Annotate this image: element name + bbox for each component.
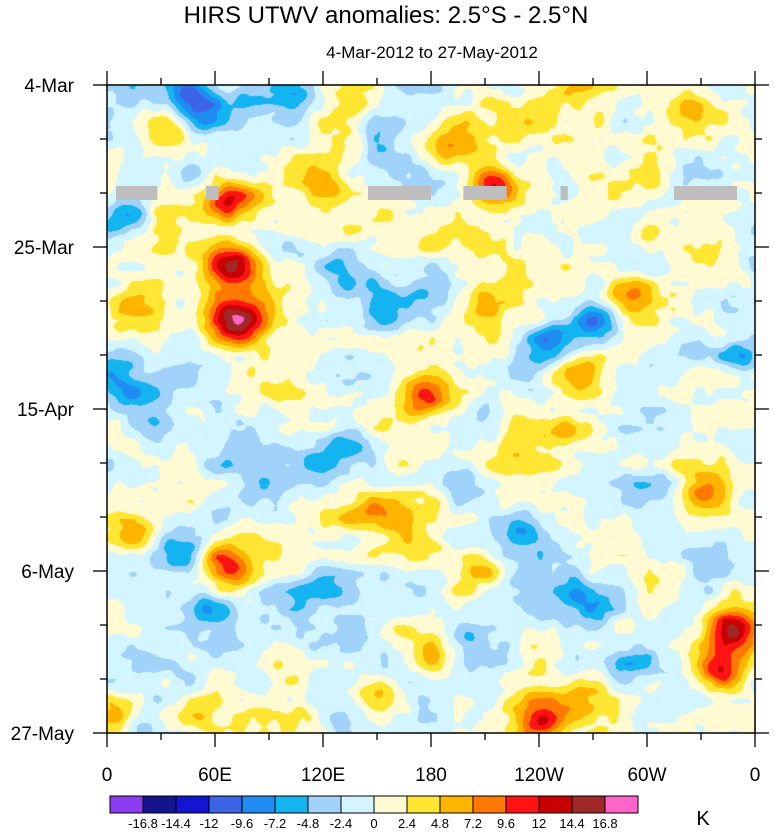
missing-data-strip (116, 186, 158, 200)
x-axis: 0 60E 120E 180 120W 60W 0 (102, 71, 761, 786)
colorbar-label: 12 (532, 816, 546, 831)
colorbar-box (439, 795, 474, 814)
colorbar-box (538, 795, 573, 814)
heatmap-field (107, 85, 755, 733)
colorbar-label: 0 (370, 816, 377, 831)
colorbar-box (175, 795, 210, 814)
colorbar-label: -7.2 (264, 816, 286, 831)
colorbar-label: 9.6 (497, 816, 515, 831)
y-tick-label: 27-May (11, 724, 75, 745)
colorbar-box (274, 795, 309, 814)
missing-data-strip (560, 186, 568, 200)
colorbar-box (604, 795, 639, 814)
y-tick-label: 6-May (21, 562, 74, 583)
x-tick-label: 0 (102, 765, 113, 786)
colorbar-box (208, 795, 243, 814)
colorbar-box (109, 795, 144, 814)
colorbar-label: 7.2 (464, 816, 482, 831)
x-tick-label: 60E (198, 765, 232, 786)
colorbar-label: 14.4 (559, 816, 584, 831)
colorbar-label: -12 (200, 816, 219, 831)
y-tick-label: 25-Mar (14, 238, 75, 259)
colorbar-box (373, 795, 408, 814)
colorbar-label: -14.4 (161, 816, 191, 831)
colorbar-label: -9.6 (231, 816, 253, 831)
y-tick-label: 15-Apr (17, 400, 75, 421)
y-tick-label: 4-Mar (24, 76, 74, 97)
colorbar-box (472, 795, 507, 814)
chart-subtitle: 4-Mar-2012 to 27-May-2012 (326, 43, 538, 62)
y-axis: 4-Mar 25-Mar 15-Apr 6-May 27-May (11, 76, 769, 745)
missing-data-strip (368, 186, 431, 200)
missing-data-strip (206, 186, 219, 200)
x-tick-label: 120E (301, 765, 345, 786)
colorbar-box (142, 795, 177, 814)
colorbar-label: 2.4 (398, 816, 416, 831)
colorbar: -16.8 -14.4 -12 -9.6 -7.2 -4.8 -2.4 0 2.4 4.8 7.2 9… (109, 795, 639, 831)
colorbar-label: 16.8 (592, 816, 617, 831)
missing-data-group (116, 186, 737, 200)
colorbar-label: -16.8 (128, 816, 158, 831)
colorbar-label: 4.8 (431, 816, 449, 831)
x-tick-label: 0 (750, 765, 761, 786)
x-tick-label: 180 (415, 765, 447, 786)
missing-data-strip (463, 186, 507, 200)
missing-data-strip (674, 186, 737, 200)
colorbar-box (406, 795, 441, 814)
colorbar-label: -2.4 (330, 816, 352, 831)
colorbar-box (571, 795, 606, 814)
colorbar-label: -4.8 (297, 816, 319, 831)
x-tick-label: 120W (514, 765, 564, 786)
colorbar-box (307, 795, 342, 814)
colorbar-box (340, 795, 375, 814)
colorbar-box (505, 795, 540, 814)
colorbar-box (241, 795, 276, 814)
chart-title: HIRS UTWV anomalies: 2.5°S - 2.5°N (184, 2, 589, 29)
heatmap-image (107, 85, 755, 733)
colorbar-unit-label: K (696, 808, 710, 830)
x-tick-label: 60W (627, 765, 666, 786)
